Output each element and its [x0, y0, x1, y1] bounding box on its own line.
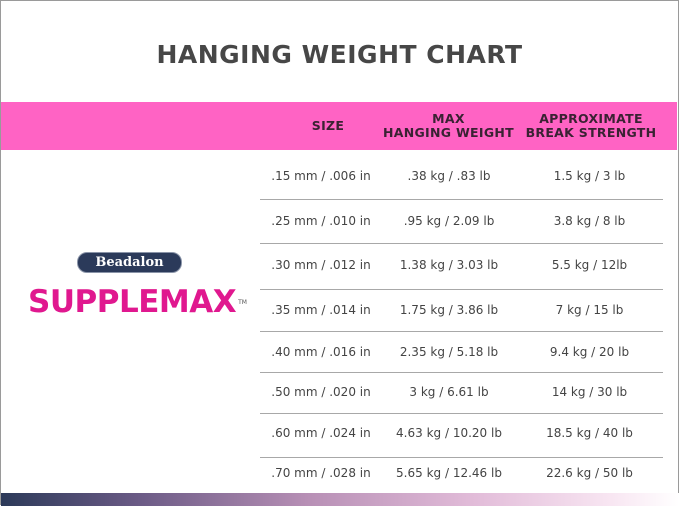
- cell-max-hanging-weight: 5.65 kg / 12.46 lb: [396, 466, 502, 480]
- table-row: .15 mm / .006 in .38 kg / .83 lb 1.5 kg / …: [260, 154, 663, 198]
- cell-max-hanging-weight: 1.75 kg / 3.86 lb: [399, 303, 499, 317]
- table-row: .30 mm / .012 in 1.38 kg / 3.03 lb 5.5 kg …: [260, 243, 663, 287]
- cell-break-strength: 1.5 kg / 3 lb: [553, 169, 626, 183]
- row-divider: [260, 372, 663, 373]
- table-row: .60 mm / .024 in 4.63 kg / 10.20 lb 18.5 k…: [260, 411, 663, 455]
- cell-max-hanging-weight: 1.38 kg / 3.03 lb: [399, 258, 499, 272]
- table-header: SIZE MAX HANGING WEIGHT APPROXIMATE BREAK …: [1, 102, 677, 150]
- cell-max-hanging-weight: 4.63 kg / 10.20 lb: [396, 426, 502, 440]
- header-size: SIZE: [311, 118, 345, 133]
- row-divider: [260, 413, 663, 414]
- row-divider: [260, 243, 663, 244]
- table-row: .40 mm / .016 in 2.35 kg / 5.18 lb 9.4 kg …: [260, 330, 663, 374]
- header-max-hanging-weight: MAX HANGING WEIGHT: [382, 111, 514, 140]
- cell-size: .25 mm / .010 in: [271, 214, 371, 228]
- footer-gradient-bar: [1, 493, 679, 506]
- cell-break-strength: 9.4 kg / 20 lb: [549, 345, 630, 359]
- cell-max-hanging-weight: 3 kg / 6.61 lb: [409, 385, 489, 399]
- supplemax-logo: SUPPLEMAX: [28, 284, 237, 320]
- row-divider: [260, 199, 663, 200]
- cell-max-hanging-weight: .95 kg / 2.09 lb: [403, 214, 495, 228]
- cell-size: .15 mm / .006 in: [271, 169, 371, 183]
- cell-size: .70 mm / .028 in: [271, 466, 371, 480]
- table-row: .35 mm / .014 in 1.75 kg / 3.86 lb 7 kg / …: [260, 288, 663, 332]
- cell-break-strength: 5.5 kg / 12lb: [551, 258, 628, 272]
- cell-break-strength: 22.6 kg / 50 lb: [546, 466, 633, 480]
- cell-max-hanging-weight: 2.35 kg / 5.18 lb: [399, 345, 499, 359]
- table-row: .25 mm / .010 in .95 kg / 2.09 lb 3.8 kg /…: [260, 199, 663, 243]
- row-divider: [260, 289, 663, 290]
- cell-break-strength: 7 kg / 15 lb: [555, 303, 624, 317]
- page-title: HANGING WEIGHT CHART: [156, 40, 523, 69]
- supplemax-brand: SUPPLEMAX TM: [28, 284, 247, 320]
- header-break-strength: APPROXIMATE BREAK STRENGTH: [525, 111, 657, 140]
- row-divider: [260, 331, 663, 332]
- row-divider: [260, 457, 663, 458]
- table-row: .50 mm / .020 in 3 kg / 6.61 lb 14 kg / 30…: [260, 370, 663, 414]
- cell-break-strength: 3.8 kg / 8 lb: [553, 214, 626, 228]
- cell-size: .50 mm / .020 in: [271, 385, 371, 399]
- cell-max-hanging-weight: .38 kg / .83 lb: [407, 169, 491, 183]
- cell-size: .60 mm / .024 in: [271, 426, 371, 440]
- trademark-mark: TM: [238, 299, 247, 306]
- cell-break-strength: 14 kg / 30 lb: [551, 385, 628, 399]
- table-row: .70 mm / .028 in 5.65 kg / 12.46 lb 22.6 k…: [260, 451, 663, 495]
- cell-size: .30 mm / .012 in: [271, 258, 371, 272]
- cell-size: .40 mm / .016 in: [271, 345, 371, 359]
- cell-break-strength: 18.5 kg / 40 lb: [546, 426, 633, 440]
- beadalon-logo: Beadalon: [77, 252, 182, 273]
- cell-size: .35 mm / .014 in: [271, 303, 371, 317]
